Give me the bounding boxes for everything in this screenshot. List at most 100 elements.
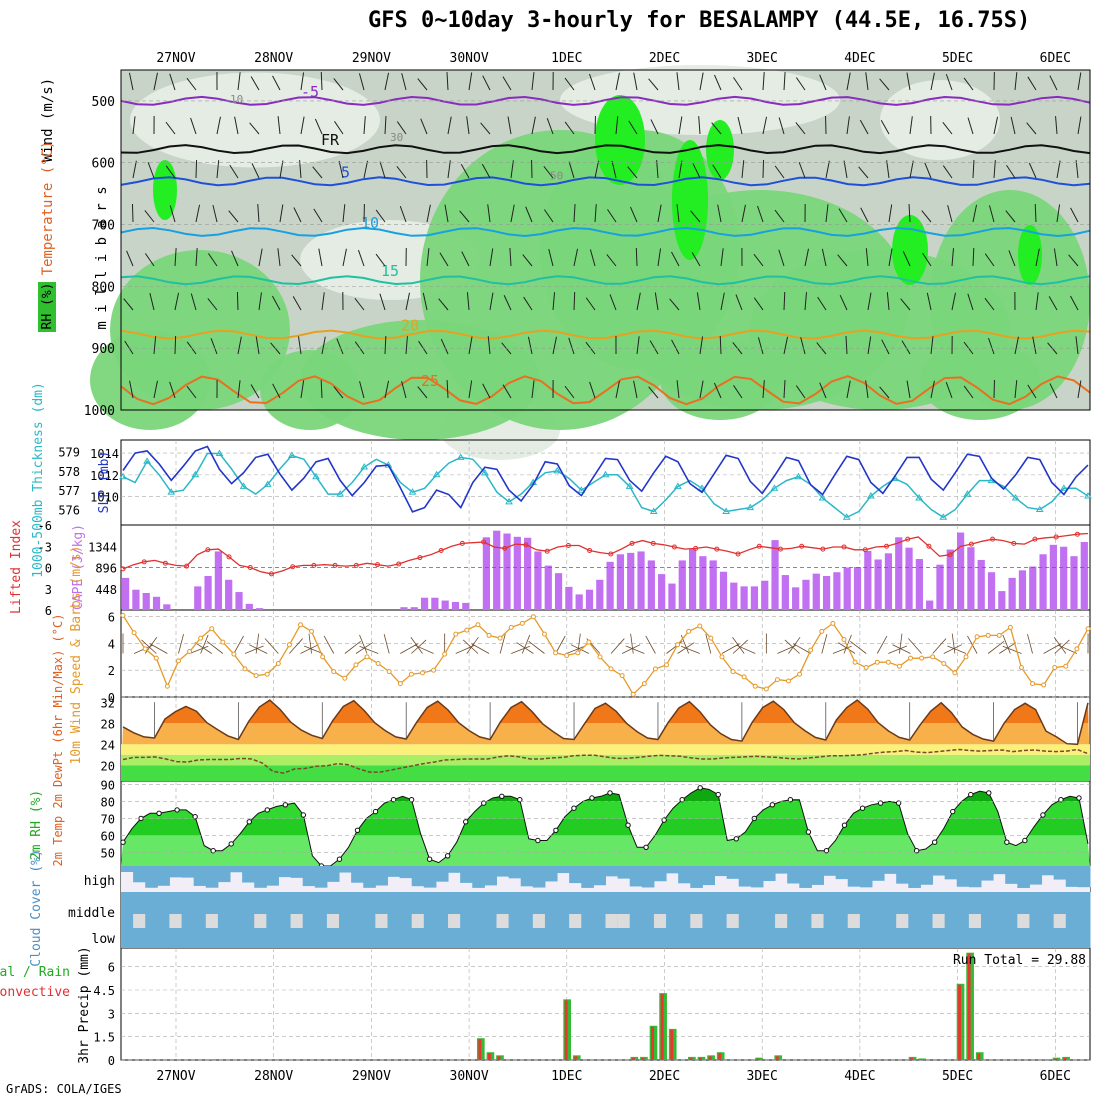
wind-barb [257,204,260,223]
rh-point [1058,797,1064,803]
wind-barb-10m [344,640,361,654]
thickness-point [625,482,634,489]
thickness-point [553,466,562,474]
cloud-high-block [690,866,703,888]
rh-point [986,790,992,796]
wind-barb [186,385,197,399]
lifted-index-point [777,546,783,552]
wind-tick-label: 4 [108,637,115,651]
wind-barb [942,165,953,179]
wind-barb-10m [843,634,852,654]
wind-barb-10m [400,643,418,654]
wind-barb [379,293,386,311]
wind-barb [1008,250,1016,267]
wind-barb [522,254,533,267]
wind-barb [783,336,789,355]
wind-barb [901,340,911,355]
wind-speed-point [619,673,625,679]
wind-barb [967,293,974,311]
cloud-gap-block [690,914,703,928]
wind-barb [657,248,662,267]
wind-barb-10m [630,633,634,654]
cape-bar [750,586,759,610]
wind-speed-point [519,620,525,626]
cloud-high-block [496,866,510,877]
wind-barb [195,160,198,179]
cloud-low-block [920,892,934,948]
wind-barb-10m [462,639,479,654]
rh-point [336,856,343,862]
wind-barb-10m [415,645,434,654]
cloud-level-label: high [84,874,115,889]
wind-barb-10m [705,634,712,654]
cape-bar [1049,544,1057,610]
cloud-high-block [121,866,134,872]
wind-barb [312,166,323,179]
cape-bar [771,540,779,610]
cloud-high-block [302,866,316,887]
wind-speed-point [120,612,126,618]
wind-barb [860,207,869,223]
isotherm-label: 25 [421,372,439,390]
cape-bar [163,604,171,610]
cloud-gap-block [617,914,631,928]
date-label-top: 4DEC [844,51,875,66]
wind-barb [279,204,284,223]
cloud-low-block [242,892,255,948]
rh-moist-area [920,340,1040,420]
cloud-low-block [835,892,849,948]
lifted-index-point [290,564,296,570]
wind-barb [573,292,576,311]
cloud-low-block [738,892,752,948]
lifted-index-point [162,560,168,566]
cloud-low-block [508,892,522,948]
wind-barb [846,116,850,135]
cloud-high-block [799,866,812,888]
wind-barb [636,292,641,311]
wind-speed-point [941,661,947,667]
wind-barb [321,336,326,355]
lifted-index-point [756,543,762,549]
cloud-high-block [678,866,691,884]
wind-barb [699,380,704,399]
wind-barb [354,341,365,355]
wind-barb [426,248,430,267]
pressure-tick-label: 600 [92,157,115,172]
wind-barb [633,72,638,91]
cloud-high-block [472,866,485,888]
isotherm-line [120,275,1091,286]
wind-speed-point [686,628,692,634]
wind-speed-point [985,632,991,638]
cape-bar [926,600,934,610]
wind-barb [525,206,533,223]
wind-barb-10m [888,645,908,654]
wind-barb [926,292,932,311]
wind-barb [804,292,808,311]
date-label-bottom: 5DEC [942,1069,973,1084]
lifted-index-point [947,552,953,558]
wind-barb [947,205,953,223]
wind-barb [293,207,302,223]
wind-barb [229,164,239,179]
wind-barb [129,380,134,399]
lifted-index-point [205,547,211,553]
wind-barb-10m [1043,643,1062,654]
wind-barb [628,120,638,135]
wind-speed-point [786,678,792,684]
lifted-index-point [417,555,423,561]
rh-point [300,812,307,818]
wind-barb [147,162,155,179]
wind-barb [384,116,387,135]
wind-barb [489,292,494,311]
wind-barb [251,163,260,179]
cloud-high-block [871,866,885,881]
cloud-low-block [956,892,970,948]
lifted-index-tick-label: -3 [38,540,52,554]
wind-barb [858,166,869,179]
wind-barb [396,121,407,135]
cloud-low-block [193,892,207,948]
wind-barb [636,336,640,355]
wind-barb [564,121,575,135]
cloud-high-block [326,866,340,882]
wind-barb [186,77,197,91]
